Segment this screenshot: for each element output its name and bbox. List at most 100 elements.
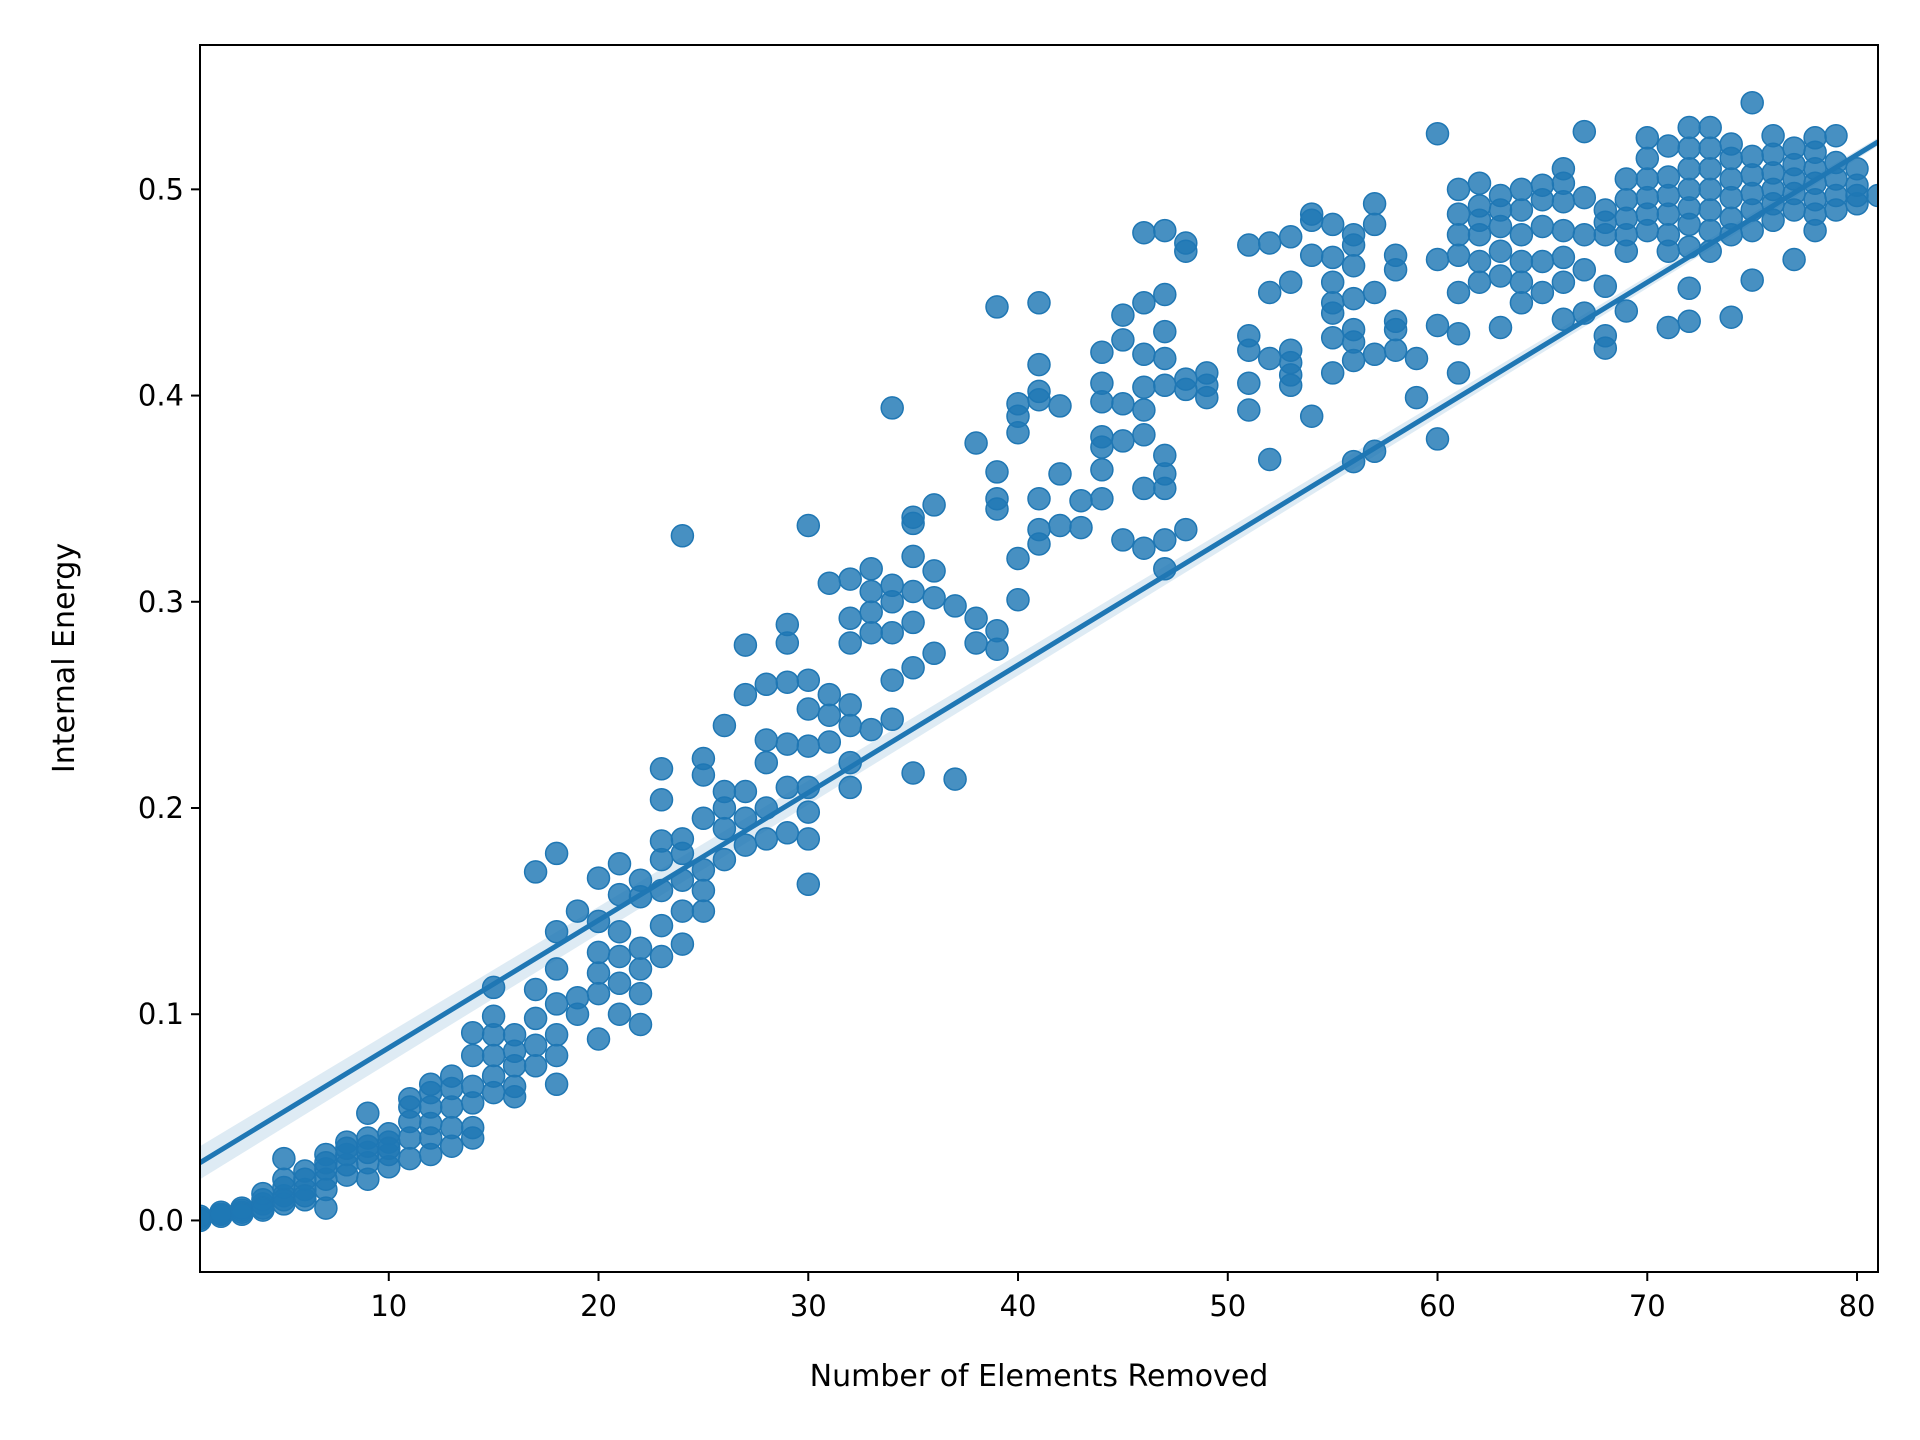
data-point — [1656, 222, 1681, 247]
data-point — [1677, 177, 1701, 202]
data-point — [859, 717, 883, 742]
data-point — [985, 618, 1009, 643]
data-point — [1132, 476, 1156, 501]
data-point — [691, 746, 716, 771]
data-point — [1006, 546, 1030, 571]
data-point — [1132, 536, 1156, 560]
data-point — [398, 1087, 422, 1111]
y-tick-label: 0.5 — [138, 172, 184, 206]
data-point — [628, 1012, 653, 1037]
data-point — [544, 841, 569, 866]
data-point — [1111, 392, 1135, 416]
y-axis-title: Internal Energy — [47, 543, 82, 773]
data-point — [901, 544, 925, 569]
data-point — [544, 957, 569, 981]
data-point — [754, 728, 779, 752]
data-point — [1278, 338, 1303, 362]
data-point — [1111, 429, 1135, 453]
data-point — [1593, 274, 1618, 299]
data-point — [1530, 249, 1555, 274]
data-point — [1425, 247, 1450, 272]
data-point — [1467, 249, 1492, 274]
data-points — [200, 90, 1878, 1233]
data-point — [1509, 198, 1534, 222]
data-point — [775, 670, 800, 694]
data-point — [1006, 587, 1030, 612]
data-point — [1635, 167, 1660, 191]
data-point — [398, 1146, 422, 1171]
data-point — [1174, 367, 1198, 391]
data-point — [796, 668, 821, 692]
data-point — [586, 961, 611, 985]
data-point — [880, 396, 904, 420]
data-point — [922, 585, 946, 610]
data-point — [377, 1136, 401, 1161]
data-point — [1111, 528, 1135, 552]
data-point — [985, 486, 1009, 511]
y-tick-label: 0.1 — [138, 997, 184, 1031]
data-point — [523, 1033, 548, 1057]
data-point — [670, 932, 695, 956]
data-point — [586, 981, 611, 1006]
data-point — [1740, 268, 1764, 292]
data-point — [712, 779, 737, 804]
data-point — [1132, 375, 1156, 400]
data-point — [1090, 425, 1114, 449]
data-point — [356, 1134, 380, 1158]
data-point — [523, 860, 548, 884]
data-point — [544, 1072, 569, 1097]
data-point — [1488, 315, 1513, 340]
data-point — [1362, 212, 1387, 237]
data-point — [1341, 286, 1366, 311]
data-point — [901, 610, 925, 635]
data-point — [1153, 443, 1177, 468]
data-point — [1551, 245, 1576, 270]
data-point — [1090, 458, 1114, 482]
data-point — [1530, 280, 1555, 305]
data-point — [481, 1004, 506, 1029]
data-point — [1090, 371, 1114, 395]
data-point — [754, 750, 779, 775]
x-axis-title: Number of Elements Removed — [810, 1359, 1269, 1394]
data-point — [1174, 231, 1198, 255]
data-point — [1237, 371, 1261, 395]
data-point — [1488, 183, 1513, 208]
data-point — [1320, 270, 1345, 294]
data-point — [356, 1101, 380, 1125]
data-point — [1635, 126, 1660, 150]
data-point — [293, 1183, 317, 1208]
data-point — [1111, 303, 1135, 327]
data-point — [586, 866, 611, 890]
data-point — [628, 957, 653, 981]
data-point — [691, 878, 716, 903]
data-point — [1090, 486, 1114, 511]
data-point — [796, 734, 821, 758]
data-point — [1446, 361, 1471, 385]
data-point — [1069, 515, 1093, 540]
data-point — [649, 944, 674, 969]
data-point — [880, 707, 904, 732]
data-point — [796, 513, 821, 538]
data-point — [1677, 115, 1701, 140]
data-point — [1299, 404, 1324, 428]
data-point — [1425, 427, 1450, 451]
data-point — [1048, 513, 1072, 538]
data-point — [796, 827, 821, 851]
data-point — [1278, 270, 1303, 294]
data-point — [523, 1006, 548, 1031]
data-point — [1446, 202, 1471, 226]
x-tick-label: 40 — [1000, 1289, 1037, 1323]
data-point — [649, 913, 674, 938]
data-point — [1257, 280, 1282, 305]
data-point — [1719, 167, 1743, 191]
data-point — [901, 761, 925, 785]
data-point — [481, 1043, 506, 1068]
data-point — [1090, 340, 1114, 365]
data-point — [607, 944, 632, 969]
data-point — [1320, 326, 1345, 350]
data-point — [964, 431, 988, 455]
data-point — [964, 631, 988, 655]
x-tick-label: 20 — [580, 1289, 617, 1323]
data-point — [1866, 183, 1878, 208]
